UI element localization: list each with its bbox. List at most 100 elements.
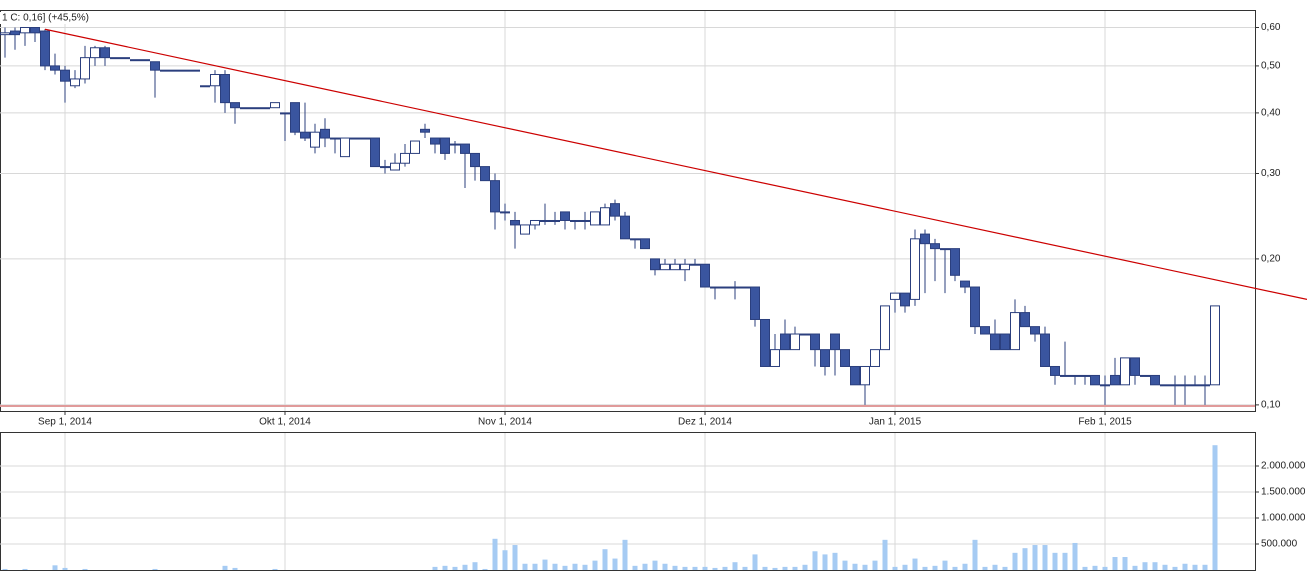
candle-body: [50, 65, 60, 71]
volume-bar: [622, 539, 628, 570]
volume-bar: [632, 565, 638, 570]
volume-bar: [272, 568, 278, 570]
volume-bar: [1082, 566, 1088, 570]
volume-bar: [612, 558, 618, 570]
volume-bar: [582, 564, 588, 570]
volume-bar: [1122, 557, 1128, 570]
candle-body: [530, 219, 540, 226]
volume-bar: [812, 551, 818, 570]
candle-body: [220, 74, 230, 104]
y-tick-label: 0,60: [1261, 22, 1281, 33]
volume-bar: [1202, 564, 1208, 570]
chart-header: 1 C: 0,16] (+45,5%): [2, 13, 89, 24]
candle-body: [920, 233, 930, 245]
candle-body: [980, 326, 990, 335]
volume-bar: [1112, 557, 1118, 570]
volume-bar: [532, 563, 538, 570]
candle-body: [600, 207, 610, 226]
volume-bar: [1182, 563, 1188, 570]
candle-body: [760, 318, 770, 367]
volume-bar: [692, 566, 698, 570]
candle-body: [610, 203, 620, 217]
candle-body: [960, 280, 970, 288]
candle-body: [770, 349, 780, 367]
candle-body: [1050, 365, 1060, 376]
candle-body: [140, 59, 150, 62]
volume-bar: [792, 566, 798, 570]
volume-bar: [942, 560, 948, 570]
candle-body: [750, 286, 760, 320]
candle-body: [720, 286, 730, 289]
candle-body: [120, 57, 130, 60]
volume-bar: [1002, 566, 1008, 570]
candle-body: [360, 137, 370, 140]
candle-body: [440, 137, 450, 154]
candle-body: [800, 333, 810, 336]
candle-body: [630, 238, 640, 241]
volume-bar: [1092, 565, 1098, 570]
candle-body: [1010, 312, 1020, 351]
candle-body: [60, 69, 70, 82]
candle-body: [840, 349, 850, 367]
x-tick-label: Sep 1, 2014: [38, 417, 92, 428]
volume-bar: [1162, 564, 1168, 570]
volume-bar: [502, 550, 508, 570]
volume-bar: [592, 560, 598, 570]
candle-body: [450, 143, 460, 146]
candle-body: [420, 128, 430, 133]
volume-bar: [992, 564, 998, 570]
volume-bar: [852, 563, 858, 570]
volume-bar: [982, 566, 988, 570]
candle-body: [280, 112, 290, 115]
candle-body: [1180, 384, 1190, 387]
candle-body: [850, 365, 860, 386]
volume-bar: [652, 560, 658, 570]
candle-body: [650, 258, 660, 271]
trend-line: [44, 28, 1307, 300]
volume-bar: [562, 565, 568, 570]
volume-bar: [872, 560, 878, 570]
y-tick-label: 0,20: [1261, 254, 1281, 265]
y-tick-label: 1.000.000: [1261, 513, 1306, 524]
volume-bar: [1132, 565, 1138, 570]
volume-bar: [22, 568, 28, 570]
volume-bar: [1052, 552, 1058, 570]
candle-body: [1120, 357, 1130, 386]
candle-body: [570, 219, 580, 222]
candle-body: [1130, 357, 1140, 376]
volume-bar: [1072, 542, 1078, 570]
candle-body: [1190, 384, 1200, 387]
volume-bar: [882, 539, 888, 570]
candle-body: [1030, 326, 1040, 335]
volume-bar: [542, 559, 548, 570]
volume-bar: [452, 566, 458, 570]
candle-body: [940, 248, 950, 251]
candle-body: [910, 238, 920, 300]
candle-body: [900, 292, 910, 307]
candle-body: [1040, 333, 1050, 367]
candle-body: [370, 137, 380, 168]
candle-body: [1060, 374, 1070, 377]
candle-body: [270, 102, 280, 109]
candle-body: [730, 286, 740, 289]
candle-body: [150, 61, 160, 71]
candle-body: [830, 333, 840, 351]
x-tick-label: Feb 1, 2015: [1078, 417, 1132, 428]
candle-body: [230, 102, 240, 109]
candle-body: [660, 263, 670, 271]
candle-body: [870, 349, 880, 367]
candle-body: [990, 333, 1000, 351]
candle-body: [1170, 384, 1180, 387]
candle-body: [740, 286, 750, 289]
candle-body: [330, 137, 340, 140]
y-tick-label: 1.500.000: [1261, 487, 1306, 498]
volume-bar: [482, 568, 488, 570]
volume-bar: [1042, 545, 1048, 570]
candle-body: [1100, 384, 1110, 387]
candle-body: [460, 143, 470, 154]
volume-bar: [442, 565, 448, 570]
volume-bar: [1152, 562, 1158, 570]
volume-bar: [952, 566, 958, 570]
volume-bar: [1032, 545, 1038, 570]
